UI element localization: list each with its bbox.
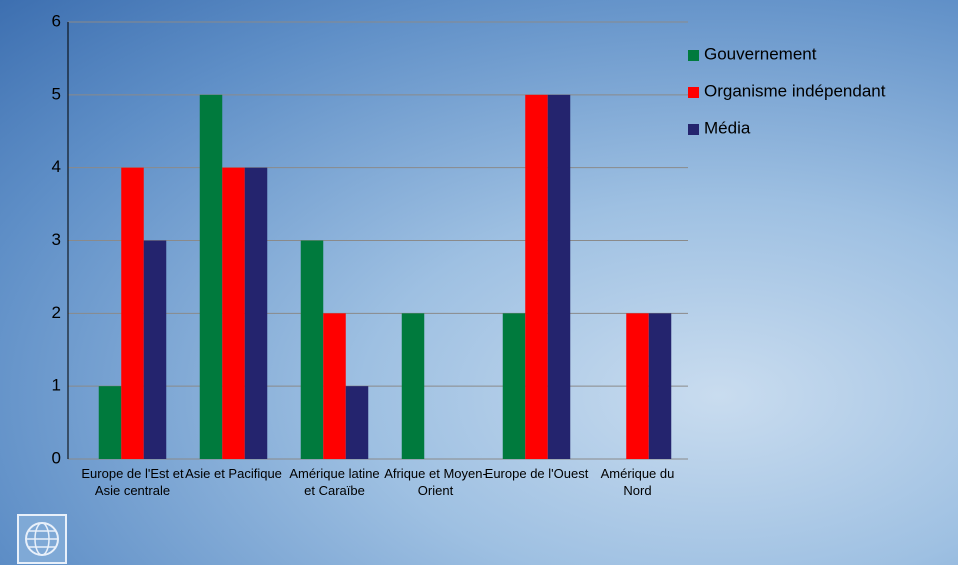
bar xyxy=(244,167,268,459)
bar xyxy=(626,313,649,459)
logo-icon xyxy=(17,514,67,564)
legend-label: Média xyxy=(704,118,751,137)
x-tick-label: Amérique du Nord xyxy=(600,466,675,498)
bar xyxy=(502,313,526,459)
legend-label: Gouvernement xyxy=(704,44,817,63)
bar xyxy=(401,313,425,459)
legend-swatch xyxy=(688,87,699,98)
bar xyxy=(143,240,167,459)
y-tick-label: 3 xyxy=(52,230,61,249)
x-tick-label: Afrique et Moyen-Orient xyxy=(384,466,487,498)
x-tick-label: Europe de l'Ouest xyxy=(484,466,589,481)
y-tick-label: 5 xyxy=(52,84,61,103)
bar xyxy=(648,313,672,459)
x-tick-label: Asie et Pacifique xyxy=(185,466,282,481)
y-tick-label: 4 xyxy=(52,157,61,176)
y-tick-label: 6 xyxy=(52,11,61,30)
bar xyxy=(525,94,548,459)
y-tick-label: 0 xyxy=(52,448,61,467)
bar xyxy=(222,167,245,459)
legend-swatch xyxy=(688,124,699,135)
bar xyxy=(323,313,346,459)
legend-swatch xyxy=(688,50,699,61)
legend-label: Organisme indépendant xyxy=(704,81,886,100)
bar xyxy=(547,94,571,459)
y-tick-label: 2 xyxy=(52,303,61,322)
bar xyxy=(121,167,144,459)
x-tick-label: Europe de l'Est et Asie centrale xyxy=(81,466,184,498)
bar xyxy=(345,386,369,459)
bar xyxy=(199,94,223,459)
bar xyxy=(98,386,122,459)
x-tick-label: Amérique latine et Caraïbe xyxy=(289,466,380,498)
bar xyxy=(300,240,324,459)
y-tick-label: 1 xyxy=(52,376,61,395)
